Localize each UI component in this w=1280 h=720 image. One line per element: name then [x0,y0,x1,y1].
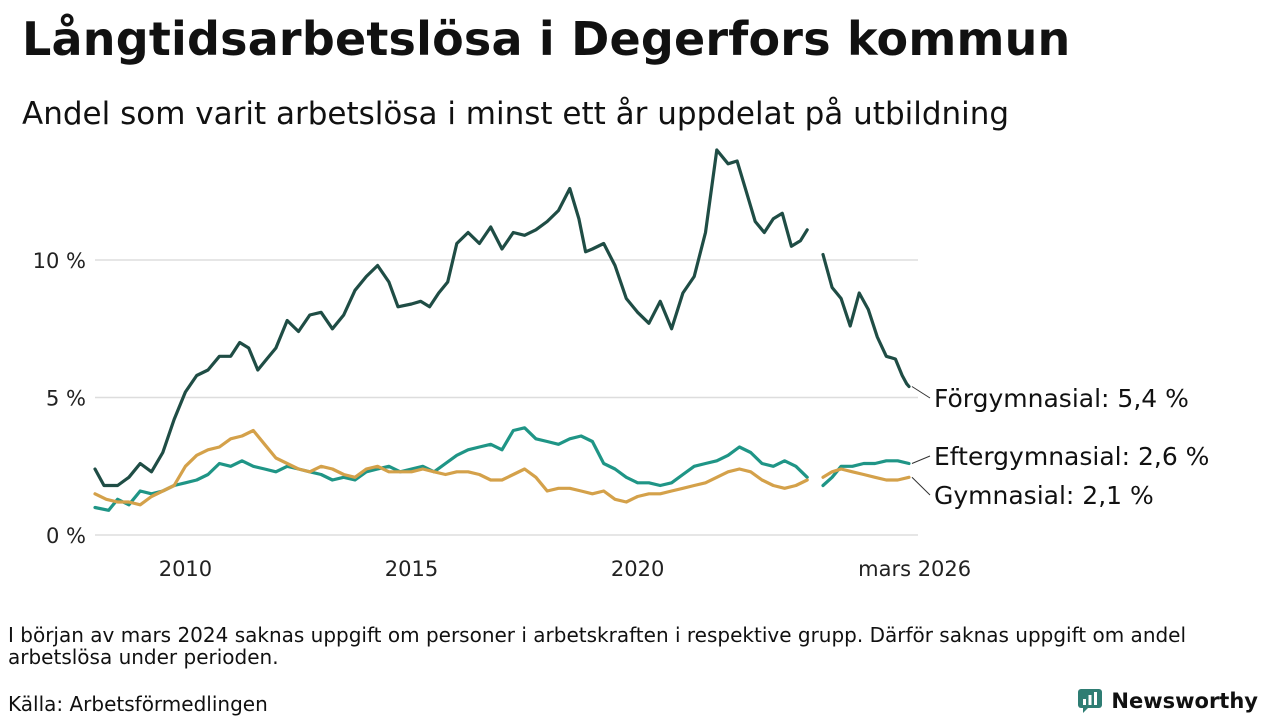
leader-line [911,386,931,399]
x-tick-label: mars 2026 [858,557,971,581]
chart-subtitle: Andel som varit arbetslösa i minst ett å… [22,96,1010,132]
series-line-eftergymnasial [93,426,809,512]
x-tick-label: 2020 [611,557,664,581]
newsworthy-logo-text: Newsworthy [1111,689,1258,713]
series-end-label: Eftergymnasial: 2,6 % [934,442,1209,471]
y-tick-label: 0 % [46,524,86,548]
newsworthy-logo-icon [1078,689,1103,713]
series-line-förgymnasial [821,252,911,389]
series-line-gymnasial [93,428,809,507]
leader-line [911,476,931,496]
series-line-gymnasial [821,467,911,482]
series-line-eftergymnasial [821,459,911,488]
y-tick-label: 10 % [33,249,86,273]
y-tick-label: 5 % [46,387,86,411]
source-credit: Källa: Arbetsförmedlingen [8,692,268,716]
series-line-förgymnasial [93,148,809,488]
chart-title: Långtidsarbetslösa i Degerfors kommun [22,12,1071,66]
series-end-label: Förgymnasial: 5,4 % [934,384,1189,413]
leader-line [911,455,931,464]
newsworthy-logo: Newsworthy [1077,688,1258,714]
x-tick-label: 2010 [159,557,212,581]
line-chart: 0 % 5 % 10 % 2010 2015 2020 mars 2026 Förgymnas… [33,148,1209,581]
footnote: I början av mars 2024 saknas uppgift om … [8,623,1187,669]
series-end-label: Gymnasial: 2,1 % [934,481,1154,510]
x-tick-label: 2015 [385,557,438,581]
